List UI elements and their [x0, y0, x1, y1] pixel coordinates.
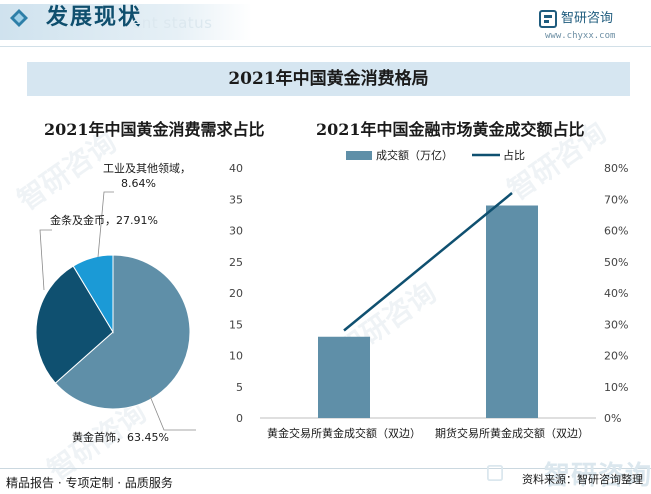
page-header: 发展现状 ent status 智研咨询 www.chyxx.com: [0, 0, 651, 47]
legend-label: 成交额（万亿）: [376, 148, 453, 162]
pie-label: 黄金首饰，63.45%: [72, 430, 169, 444]
ghost-title: ent status: [132, 14, 213, 32]
chart-banner-title: 2021年中国黄金消费格局: [27, 62, 630, 96]
y2-tick-label: 0%: [604, 412, 621, 425]
y2-tick-label: 80%: [604, 162, 628, 175]
y-tick-label: 30: [229, 225, 243, 238]
x-category-label: 期货交易所黄金成交额（双边）: [435, 426, 589, 440]
y2-tick-label: 40%: [604, 287, 628, 300]
brand-name: 智研咨询: [561, 11, 614, 26]
brand-logo-icon: [539, 10, 557, 28]
page-title: 发展现状: [46, 5, 143, 30]
y-tick-label: 5: [236, 381, 243, 394]
pie-label: 工业及其他领域，: [103, 162, 191, 175]
diamond-icon: [10, 9, 28, 27]
line-series: [343, 192, 513, 332]
source-note: 资料来源：智研咨询整理: [522, 473, 643, 486]
pie-leader-line: [149, 395, 196, 431]
footer-ghost-brand: 智研咨询: [543, 460, 651, 491]
legend-swatch-bar: [346, 151, 372, 160]
y2-tick-label: 50%: [604, 256, 628, 269]
y-tick-label: 10: [229, 350, 243, 363]
y2-tick-label: 30%: [604, 318, 628, 331]
bar: [486, 205, 538, 418]
pie-slice: [35, 265, 114, 384]
y-tick-label: 35: [229, 193, 243, 206]
pie-label: 金条及金币，27.91%: [50, 213, 158, 227]
y-tick-label: 20: [229, 287, 243, 300]
footer-divider: [0, 468, 651, 469]
y2-tick-label: 60%: [604, 225, 628, 238]
pie-leader-line: [97, 191, 114, 258]
y-tick-label: 25: [229, 256, 243, 269]
legend-label: 占比: [503, 148, 525, 162]
footer-tagline: 精品报告 · 专项定制 · 品质服务: [6, 476, 173, 490]
bar: [318, 336, 370, 418]
x-category-label: 黄金交易所黄金成交额（双边）: [267, 426, 421, 440]
pie-label: 8.64%: [121, 177, 156, 190]
header-divider: [0, 46, 651, 47]
title-bar: [0, 4, 252, 40]
y-tick-label: 0: [236, 412, 243, 425]
pie-slice: [54, 254, 191, 410]
pie-slice: [72, 254, 114, 334]
brand: 智研咨询 www.chyxx.com: [537, 10, 637, 46]
footer-source-area: 智研咨询 资料来源：智研咨询整理: [522, 458, 651, 491]
y-tick-label: 40: [229, 162, 243, 175]
brand-url: www.chyxx.com: [545, 31, 616, 41]
brand-logo-icon: [487, 465, 503, 481]
pie-chart-title: 2021年中国黄金消费需求占比: [44, 120, 265, 139]
y-tick-label: 15: [229, 318, 243, 331]
y2-tick-label: 70%: [604, 193, 628, 206]
y2-tick-label: 20%: [604, 350, 628, 363]
y2-tick-label: 10%: [604, 381, 628, 394]
pie-leader-line: [39, 229, 52, 291]
bar-chart-title: 2021年中国金融市场黄金成交额占比: [316, 120, 585, 139]
